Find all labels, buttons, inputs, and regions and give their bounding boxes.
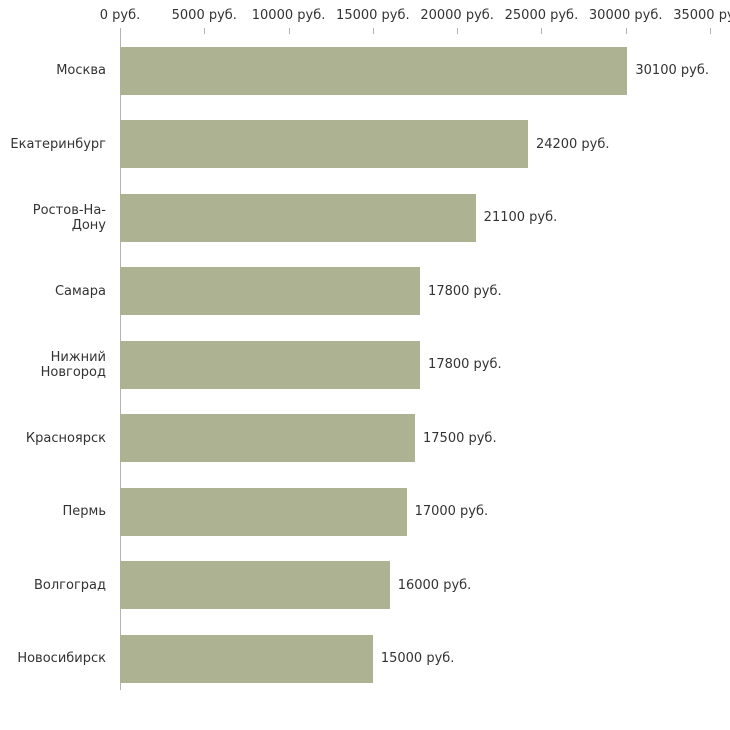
x-axis-tick-label-7: 35000 руб. xyxy=(673,8,730,23)
bar-москва[interactable] xyxy=(120,47,627,95)
bar-красноярск[interactable] xyxy=(120,414,415,462)
bar-екатеринбург[interactable] xyxy=(120,120,528,168)
category-label-0: Москва xyxy=(0,63,113,78)
value-label-1: 24200 руб. xyxy=(528,137,610,152)
x-axis-labels: 0 руб. 5000 руб. 10000 руб. 15000 руб. 20000… xyxy=(0,8,730,28)
category-label-8: Новосибирск xyxy=(0,651,113,666)
x-axis-tick-label-3: 15000 руб. xyxy=(336,8,410,23)
x-axis-tick-label-6: 30000 руб. xyxy=(589,8,663,23)
plot-area: Москва 30100 руб. Екатеринбург 24200 руб. Ро… xyxy=(0,34,730,696)
bar-нижний-новгород[interactable] xyxy=(120,341,420,389)
category-label-2: Ростов-На-Дону xyxy=(0,203,113,233)
bar-row-6: Пермь 17000 руб. xyxy=(0,475,730,549)
value-label-5: 17500 руб. xyxy=(415,431,497,446)
bar-волгоград[interactable] xyxy=(120,561,390,609)
x-axis-tick-label-0: 0 руб. xyxy=(100,8,141,23)
value-label-6: 17000 руб. xyxy=(407,504,489,519)
x-axis-tick-label-2: 10000 руб. xyxy=(252,8,326,23)
bar-row-2: Ростов-На-Дону 21100 руб. xyxy=(0,181,730,255)
bar-ростов-на-дону[interactable] xyxy=(120,194,476,242)
category-label-4: Нижний Новгород xyxy=(0,350,113,380)
value-label-3: 17800 руб. xyxy=(420,284,502,299)
bar-row-0: Москва 30100 руб. xyxy=(0,34,730,108)
x-axis-tick-label-4: 20000 руб. xyxy=(420,8,494,23)
bar-row-7: Волгоград 16000 руб. xyxy=(0,549,730,623)
value-label-0: 30100 руб. xyxy=(627,63,709,78)
bar-новосибирск[interactable] xyxy=(120,635,373,683)
value-label-4: 17800 руб. xyxy=(420,357,502,372)
value-label-2: 21100 руб. xyxy=(476,210,558,225)
x-axis-tick-label-5: 25000 руб. xyxy=(505,8,579,23)
category-label-5: Красноярск xyxy=(0,431,113,446)
bar-row-5: Красноярск 17500 руб. xyxy=(0,402,730,476)
bar-row-1: Екатеринбург 24200 руб. xyxy=(0,108,730,182)
category-label-3: Самара xyxy=(0,284,113,299)
x-axis-tick-label-1: 5000 руб. xyxy=(172,8,237,23)
value-label-7: 16000 руб. xyxy=(390,578,472,593)
value-label-8: 15000 руб. xyxy=(373,651,455,666)
category-label-6: Пермь xyxy=(0,504,113,519)
bar-chart-container: 0 руб. 5000 руб. 10000 руб. 15000 руб. 20000… xyxy=(0,0,730,730)
bar-row-8: Новосибирск 15000 руб. xyxy=(0,622,730,696)
bar-row-4: Нижний Новгород 17800 руб. xyxy=(0,328,730,402)
category-label-1: Екатеринбург xyxy=(0,137,113,152)
bar-самара[interactable] xyxy=(120,267,420,315)
category-label-7: Волгоград xyxy=(0,578,113,593)
bar-пермь[interactable] xyxy=(120,488,407,536)
bar-row-3: Самара 17800 руб. xyxy=(0,255,730,329)
